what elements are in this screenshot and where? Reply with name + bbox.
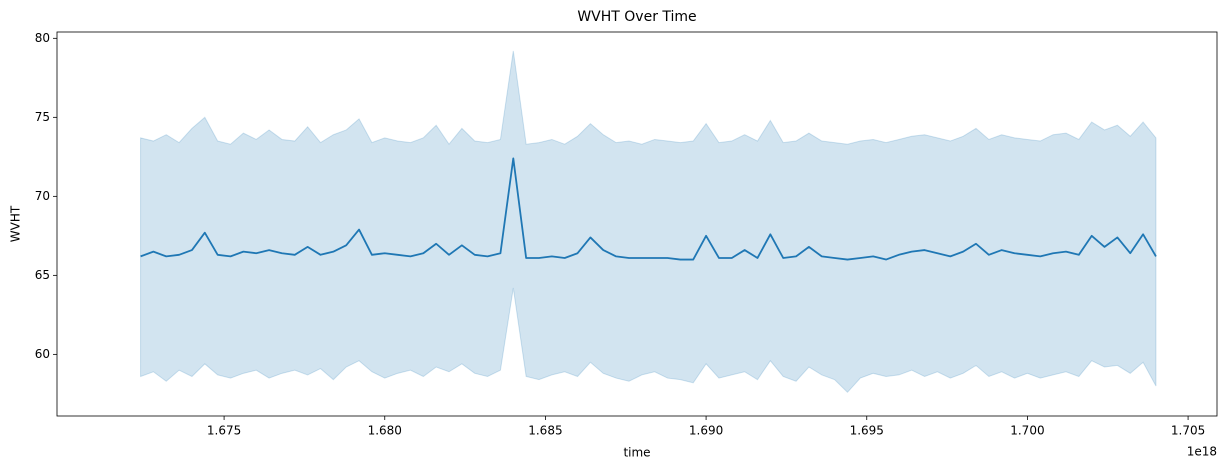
x-tick-label: 1.695: [850, 424, 884, 438]
y-tick-label: 80: [35, 31, 50, 45]
y-tick-label: 60: [35, 347, 50, 361]
y-tick-label: 75: [35, 110, 50, 124]
x-tick-label: 1.675: [207, 424, 241, 438]
y-axis-label: WVHT: [9, 205, 23, 242]
x-tick-label: 1.685: [528, 424, 562, 438]
x-tick-label: 1.690: [689, 424, 723, 438]
x-offset-label: 1e18: [1187, 445, 1217, 459]
x-tick-label: 1.705: [1171, 424, 1205, 438]
confidence-band: [140, 50, 1157, 394]
plot-frame: [56, 31, 1218, 417]
x-tick-label: 1.700: [1010, 424, 1044, 438]
y-tick-label: 70: [35, 189, 50, 203]
y-tick-label: 65: [35, 268, 50, 282]
line: [140, 157, 1157, 261]
chart-title: WVHT Over Time: [577, 9, 696, 25]
x-axis-label: time: [623, 446, 650, 460]
x-tick-label: 1.680: [368, 424, 402, 438]
